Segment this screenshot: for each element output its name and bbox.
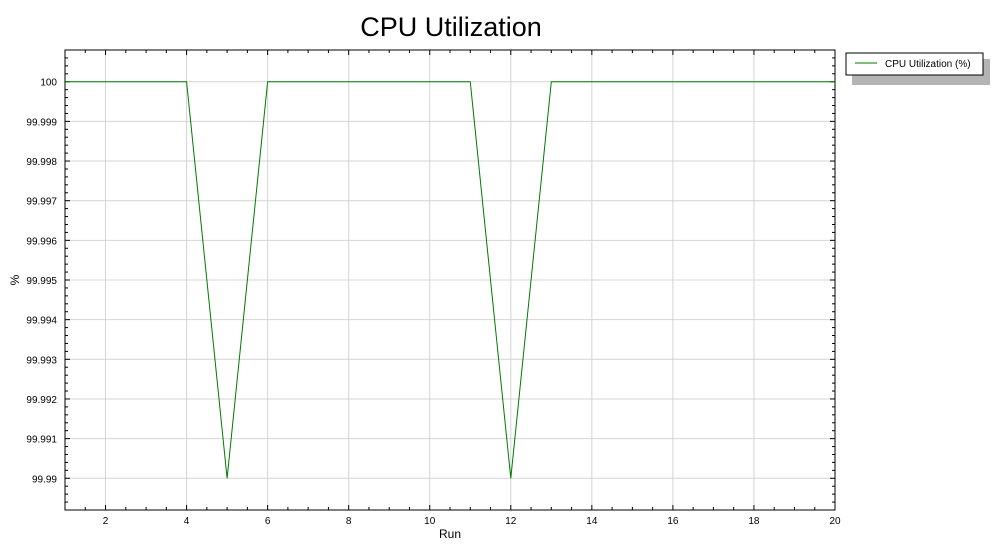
y-axis-label: % xyxy=(8,274,22,285)
series-lines xyxy=(65,81,835,479)
series-line-cpu-utilization xyxy=(65,81,835,479)
y-tick-label: 99.993 xyxy=(26,355,57,366)
x-tick-label: 8 xyxy=(346,516,352,527)
y-tick-label: 99.997 xyxy=(26,197,57,208)
x-tick-label: 4 xyxy=(184,516,190,527)
x-tick-label: 20 xyxy=(829,516,841,527)
x-tick-label: 10 xyxy=(424,516,436,527)
x-tick-label: 14 xyxy=(586,516,598,527)
y-tick-label: 99.999 xyxy=(26,117,57,128)
tick-labels: 2 4 6 8 10 12 14 16 18 20 99.99 99.991 99.992 99.993 9… xyxy=(26,78,841,527)
x-tick-label: 6 xyxy=(265,516,271,527)
x-tick-label: 2 xyxy=(103,516,109,527)
y-tick-label: 99.99 xyxy=(32,474,57,485)
y-tick-label: 100 xyxy=(40,78,57,89)
grid-lines xyxy=(65,50,836,510)
y-tick-label: 99.996 xyxy=(26,236,57,247)
x-tick-label: 18 xyxy=(748,516,760,527)
axis-ticks xyxy=(64,49,836,511)
chart-title: CPU Utilization xyxy=(360,12,542,42)
y-tick-label: 99.992 xyxy=(26,395,57,406)
y-tick-label: 99.991 xyxy=(26,435,57,446)
legend-label-cpu-utilization: CPU Utilization (%) xyxy=(885,59,971,70)
y-tick-label: 99.994 xyxy=(26,316,57,327)
x-axis-label: Run xyxy=(439,527,461,541)
legend-box xyxy=(845,52,984,76)
legend: CPU Utilization (%) xyxy=(845,52,990,85)
y-tick-label: 99.995 xyxy=(26,276,57,287)
x-tick-label: 12 xyxy=(505,516,517,527)
y-tick-label: 99.998 xyxy=(26,157,57,168)
x-tick-label: 16 xyxy=(667,516,679,527)
